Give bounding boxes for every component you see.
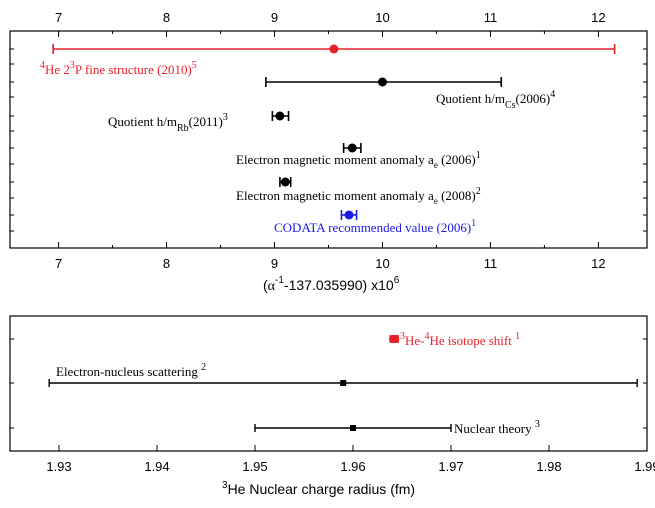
tick-label-bottom-11: 11 [484,256,498,271]
tick-label-top-11: 11 [484,10,498,25]
point-isotope [389,335,400,343]
label-cs: Quotient h/mCs(2006)4 [436,89,555,111]
point-codata [340,210,358,220]
point-he-fine [52,44,616,54]
tick-label-bottom-1.93: 1.93 [46,459,71,474]
tick-label-bottom-1.97: 1.97 [438,459,463,474]
marker-codata [344,210,354,220]
bottom-x-axis-title: 3He Nuclear charge radius (fm) [222,480,415,497]
label-ae2008: Electron magnetic moment anomaly ae (200… [236,186,481,206]
label-isotope: 3He-4He isotope shift 1 [400,331,520,348]
marker-isotope [389,335,400,343]
point-cs [265,77,503,87]
tick-label-bottom-8: 8 [163,256,170,271]
marker-he-fine [329,44,339,54]
marker-rb [275,111,285,121]
point-ae2006 [342,143,362,153]
marker-scattering [340,380,347,386]
label-codata: CODATA recommended value (2006)1 [274,218,476,235]
tick-label-bottom-10: 10 [375,256,389,271]
tick-label-bottom-1.99: 1.99 [634,459,655,474]
point-scattering [48,379,638,387]
tick-label-top-12: 12 [591,10,605,25]
point-ae2008 [279,177,292,187]
label-he-fine: 4He 23P fine structure (2010)5 [40,60,197,77]
tick-label-bottom-7: 7 [55,256,62,271]
point-theory [254,424,452,432]
tick-label-top-10: 10 [375,10,389,25]
tick-label-bottom-1.98: 1.98 [536,459,561,474]
label-ae2006: Electron magnetic moment anomaly ae (200… [236,150,481,170]
point-rb [271,111,290,121]
marker-ae2006 [347,143,357,153]
bottom-chart: 1.93 1.94 1.95 1.96 1.97 1.98 1.99 3He-4He iso… [9,315,655,497]
marker-ae2008 [280,177,290,187]
tick-label-bottom-9: 9 [271,256,278,271]
tick-label-bottom-1.96: 1.96 [340,459,365,474]
marker-theory [350,425,356,431]
label-scattering: Electron-nucleus scattering 2 [56,362,206,379]
top-chart: 7 7 8 8 9 9 10 10 11 11 12 12 4He 23P fine structur… [9,10,648,294]
marker-cs [377,77,387,87]
tick-label-top-8: 8 [163,10,170,25]
tick-label-bottom-12: 12 [591,256,605,271]
tick-label-bottom-1.95: 1.95 [242,459,267,474]
tick-label-top-9: 9 [271,10,278,25]
label-theory: Nuclear theory 3 [454,419,540,436]
tick-label-bottom-1.94: 1.94 [144,459,169,474]
top-x-axis-title: (α-1-137.035990) x106 [263,275,400,294]
label-rb: Quotient h/mRb(2011)3 [108,112,228,134]
tick-label-top-7: 7 [55,10,62,25]
